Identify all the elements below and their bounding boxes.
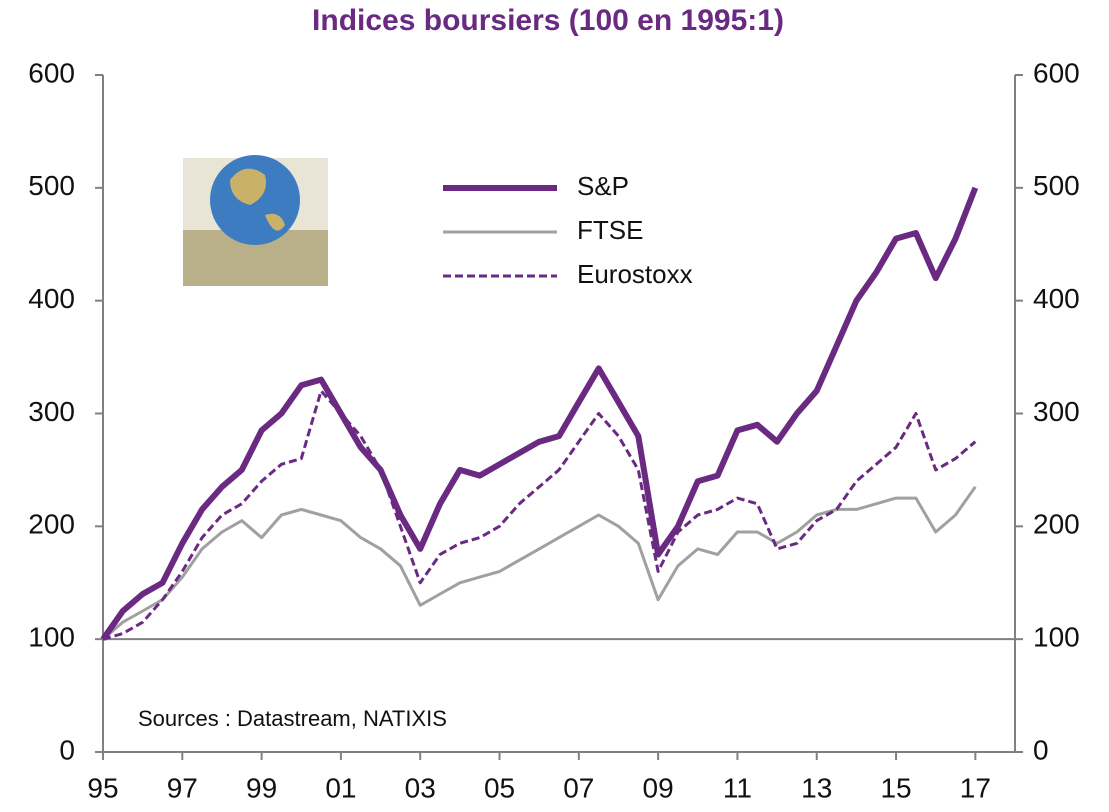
x-tick-label: 15 (880, 772, 911, 803)
y-tick-label: 600 (28, 57, 75, 88)
y-tick-label: 300 (28, 396, 75, 427)
chart-title: Indices boursiers (100 en 1995:1) (312, 4, 784, 37)
x-tick-label: 17 (960, 772, 991, 803)
y-tick-label: 200 (28, 509, 75, 540)
x-tick-label: 09 (643, 772, 674, 803)
y2-tick-label: 300 (1033, 396, 1080, 427)
y-tick-label: 100 (28, 622, 75, 653)
y2-tick-label: 400 (1033, 283, 1080, 314)
series-line (103, 487, 975, 639)
y2-tick-label: 0 (1033, 734, 1049, 765)
y-tick-label: 400 (28, 283, 75, 314)
globe-picture (183, 155, 328, 286)
x-tick-label: 07 (563, 772, 594, 803)
series-line (103, 391, 975, 639)
x-tick-label: 99 (246, 772, 277, 803)
y2-tick-label: 500 (1033, 170, 1080, 201)
x-tick-label: 97 (167, 772, 198, 803)
chart: Indices boursiers (100 en 1995:1) Source… (0, 0, 1109, 812)
y2-tick-label: 200 (1033, 509, 1080, 540)
y2-tick-label: 100 (1033, 622, 1080, 653)
y-tick-label: 0 (59, 734, 75, 765)
x-tick-label: 05 (484, 772, 515, 803)
x-tick-label: 01 (325, 772, 356, 803)
source-note: Sources : Datastream, NATIXIS (138, 706, 447, 731)
legend-label: Eurostoxx (577, 259, 693, 289)
legend-label: FTSE (577, 215, 643, 245)
x-tick-label: 13 (801, 772, 832, 803)
y2-tick-label: 600 (1033, 57, 1080, 88)
x-tick-label: 03 (405, 772, 436, 803)
x-tick-label: 95 (87, 772, 118, 803)
y-tick-label: 500 (28, 170, 75, 201)
legend-label: S&P (577, 171, 629, 201)
x-tick-label: 11 (723, 772, 752, 803)
